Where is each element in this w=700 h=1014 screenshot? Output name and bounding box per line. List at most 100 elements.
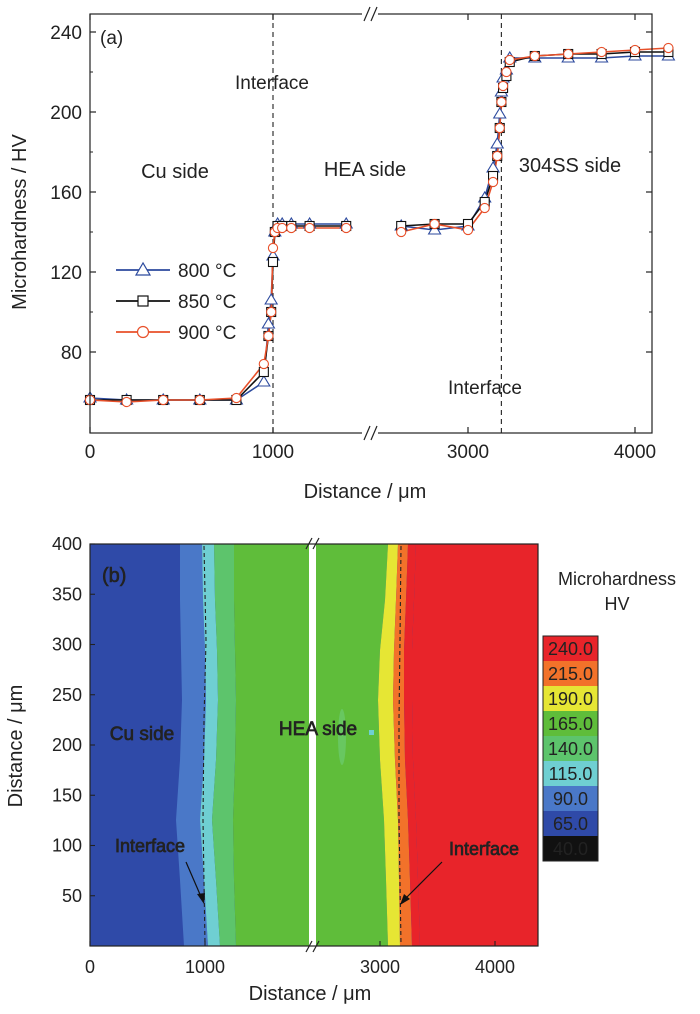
- panel-a-data-point: [276, 222, 288, 234]
- panel-a-x-ticks: 0 1000 3000 4000: [85, 14, 656, 463]
- colorbar-swatch: [543, 686, 598, 711]
- heatmap-region: [404, 544, 420, 946]
- heatmap-artifact: [338, 709, 346, 765]
- panel-a-data-point: [258, 358, 269, 370]
- panel-b-x-axis-label: Distance / μm: [249, 983, 372, 1005]
- panel-a-data-point: [663, 42, 674, 54]
- colorbar-title-line2: HV: [604, 594, 629, 614]
- panel-b-axis-break-bottom: [305, 940, 320, 953]
- panel-a-data-point: [479, 202, 490, 214]
- panel-b-label: (b): [102, 565, 126, 587]
- panel-a-data-point: [341, 222, 352, 234]
- panel-a-x-tick-label: 0: [85, 442, 96, 463]
- legend-marker: [136, 325, 150, 339]
- colorbar-label: 215.0: [548, 664, 593, 684]
- panel-a-data-point: [462, 224, 474, 236]
- panel-a-data-point: [529, 50, 540, 62]
- panel-a-x-tick-label: 3000: [447, 442, 489, 463]
- panel-a-data-point: [494, 122, 505, 134]
- legend-label: 900 °C: [178, 323, 236, 344]
- colorbar-swatch: [543, 836, 598, 861]
- colorbar-label: 90.0: [553, 789, 588, 809]
- panel-a-series-line: [89, 227, 347, 403]
- panel-a-data-point: [492, 106, 507, 119]
- panel-a-series-layer: [83, 42, 676, 408]
- panel-b-y-axis-label: Distance / μm: [5, 685, 27, 808]
- heatmap-artifact: [369, 730, 374, 735]
- panel-a-data-point: [256, 374, 271, 387]
- panel-a-y-axis-label: Microhardness / HV: [9, 134, 31, 310]
- panel-a-plot-frame: [89, 13, 653, 434]
- panel-b-x-tick-label: 0: [85, 957, 95, 977]
- panel-b: 50 100 150 200 250 300 350 400 0 1000 3000 4000 (b…: [5, 534, 676, 1005]
- panel-b-hea-side-label: HEA side: [279, 719, 357, 740]
- heatmap-region: [200, 544, 220, 946]
- panel-a-data-point: [261, 316, 276, 329]
- panel-a-cu-side-label: Cu side: [141, 161, 209, 183]
- panel-a-interface-top-label: Interface: [235, 73, 309, 94]
- colorbar-frame: [542, 635, 599, 862]
- colorbar-label: 240.0: [548, 639, 593, 659]
- colorbar-label: 115.0: [549, 764, 593, 784]
- colorbar-title-line1: Microhardness: [558, 569, 676, 589]
- panel-b-interface-line: [398, 545, 402, 945]
- panel-b-y-tick-label: 350: [52, 584, 82, 604]
- panel-a-data-point: [504, 54, 515, 66]
- panel-a-y-tick-label: 200: [50, 103, 82, 124]
- colorbar-label: 40.0: [553, 839, 588, 859]
- panel-a-data-point: [266, 306, 277, 318]
- panel-a-hea-side-label: HEA side: [324, 159, 406, 181]
- colorbar-swatch: [543, 636, 598, 661]
- heatmap-region: [212, 544, 236, 946]
- panel-a-data-point: [629, 44, 641, 56]
- panel-a-axis-break-bottom: [362, 425, 378, 441]
- panel-a-x-tick-label: 1000: [252, 442, 294, 463]
- panel-a-data-point: [496, 96, 507, 108]
- panel-b-x-tick-label: 4000: [475, 957, 515, 977]
- panel-a-data-point: [267, 256, 279, 268]
- colorbar-swatch: [543, 736, 598, 761]
- colorbar-swatch: [543, 761, 598, 786]
- panel-b-y-tick-label: 300: [52, 635, 82, 655]
- legend-marker: [134, 261, 152, 276]
- colorbar-swatch: [543, 786, 598, 811]
- legend-marker: [137, 295, 149, 307]
- heatmap-region: [378, 544, 400, 946]
- panel-a-data-point: [121, 396, 132, 408]
- heatmap-region: [176, 544, 208, 946]
- colorbar-label: 165.0: [548, 714, 593, 734]
- panel-b-interface-left-label: Interface: [115, 836, 185, 856]
- panel-a-series-line: [401, 55, 669, 231]
- panel-a-legend: 800 °C 850 °C 900 °C: [116, 261, 236, 344]
- panel-a-data-point: [596, 46, 607, 58]
- colorbar-label: 65.0: [553, 814, 588, 834]
- panel-b-y-tick-label: 100: [52, 836, 82, 856]
- panel-a-data-point: [429, 218, 440, 230]
- panel-b-y-tick-label: 400: [52, 534, 82, 554]
- panel-a-data-point: [231, 392, 242, 404]
- panel-a-series-line: [401, 51, 669, 227]
- panel-a-data-point: [263, 330, 274, 342]
- panel-a-x-tick-label: 4000: [614, 442, 656, 463]
- panel-a-data-point: [304, 222, 315, 234]
- panel-a-data-point: [264, 292, 279, 305]
- panel-a-y-ticks: 80 120 160 200 240: [50, 23, 652, 364]
- panel-b-interface-line: [202, 545, 207, 945]
- panel-a-y-tick-label: 240: [50, 23, 82, 44]
- panel-a-axis-break-top: [362, 6, 378, 22]
- panel-a-data-point: [158, 394, 169, 406]
- colorbar-swatch: [543, 711, 598, 736]
- colorbar-swatch: [543, 661, 598, 686]
- panel-b-x-tick-label: 1000: [185, 957, 225, 977]
- panel-b-interface-arrows: [185, 861, 443, 905]
- panel-a-y-tick-label: 80: [61, 343, 82, 364]
- panel-a-data-point: [267, 242, 279, 254]
- heatmap-axis-gap: [309, 544, 316, 946]
- panel-b-cu-side-label: Cu side: [110, 724, 174, 745]
- colorbar-swatch: [543, 811, 598, 836]
- panel-a-y-tick-label: 120: [50, 263, 82, 284]
- panel-a-interface-bottom-label: Interface: [448, 378, 522, 399]
- panel-a-series-line: [90, 225, 347, 401]
- panel-a-data-point: [194, 394, 205, 406]
